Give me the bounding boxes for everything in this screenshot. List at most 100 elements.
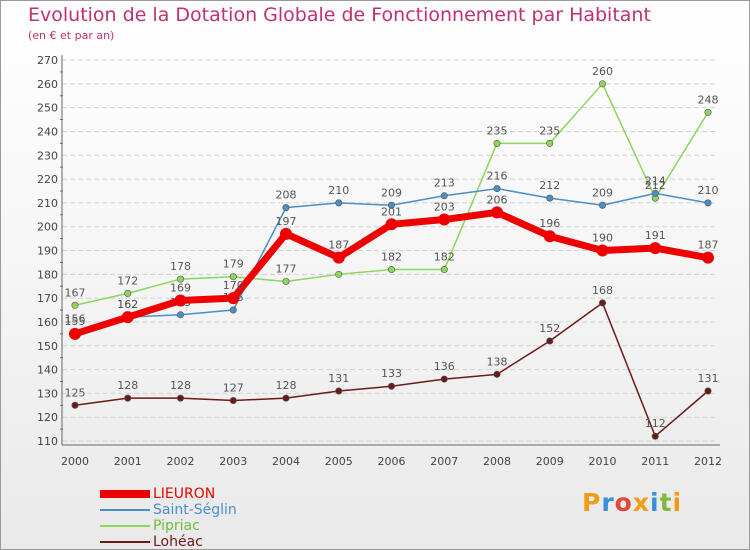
data-label: 201	[381, 205, 402, 218]
y-tick-label: 200	[37, 221, 58, 234]
data-point	[704, 387, 712, 395]
data-label: 162	[117, 298, 138, 311]
legend-item-pipriac: Pipriac	[100, 518, 320, 534]
legend-label-pipriac: Pipriac	[153, 518, 200, 534]
data-point	[387, 266, 395, 274]
y-tick-label: 190	[37, 245, 58, 258]
data-label: 131	[698, 372, 719, 385]
y-tick-label: 140	[37, 364, 58, 377]
data-point	[174, 294, 187, 307]
data-label: 203	[434, 201, 455, 214]
data-point	[229, 273, 237, 281]
data-point	[177, 275, 185, 283]
data-label: 235	[539, 124, 560, 137]
data-point	[493, 185, 501, 193]
data-label: 172	[117, 274, 138, 287]
x-tick-label: 2002	[167, 455, 195, 468]
x-tick-label: 2012	[694, 455, 722, 468]
y-tick-label: 180	[37, 268, 58, 281]
data-label: 190	[592, 232, 613, 245]
y-tick-label: 230	[37, 149, 58, 162]
legend-label-lieuron: LIEURON	[153, 486, 216, 502]
data-label: 197	[276, 215, 297, 228]
data-label: 167	[65, 286, 86, 299]
legend-swatch-loheac	[100, 541, 150, 543]
data-point	[121, 311, 134, 324]
data-label: 260	[592, 65, 613, 78]
y-tick-label: 110	[37, 435, 58, 448]
data-point	[491, 206, 503, 219]
legend-item-lieuron: LIEURON	[100, 486, 320, 502]
data-point	[440, 192, 448, 200]
data-label: 128	[117, 379, 138, 392]
legend-label-saint-seglin: Saint-Séglin	[153, 502, 237, 518]
data-point	[704, 108, 712, 116]
data-label: 208	[276, 189, 297, 202]
legend-item-loheac: Lohéac	[100, 534, 320, 550]
y-tick-label: 210	[37, 197, 58, 210]
data-point	[335, 270, 343, 278]
y-tick-label: 150	[37, 340, 58, 353]
data-label: 212	[645, 179, 666, 192]
data-point	[71, 301, 79, 309]
data-label: 177	[276, 262, 297, 275]
data-label: 125	[65, 386, 86, 399]
data-label: 128	[276, 379, 297, 392]
data-label: 182	[381, 251, 402, 264]
x-tick-label: 2001	[114, 455, 142, 468]
logo-letter: t	[659, 488, 673, 517]
data-label: 178	[170, 260, 191, 273]
x-tick-label: 2010	[589, 455, 617, 468]
data-label: 168	[592, 284, 613, 297]
data-label: 248	[698, 93, 719, 106]
data-label: 127	[223, 382, 244, 395]
legend-swatch-saint-seglin	[100, 509, 150, 511]
data-point	[546, 139, 554, 147]
data-label: 235	[487, 124, 508, 137]
x-tick-label: 2006	[378, 455, 406, 468]
data-point	[546, 194, 554, 202]
logo-letter: r	[601, 488, 615, 517]
data-point	[440, 266, 448, 274]
logo-letter: o	[614, 488, 633, 517]
x-tick-label: 2003	[219, 455, 247, 468]
data-point	[335, 387, 343, 395]
data-point	[440, 375, 448, 383]
logo-letter: x	[632, 488, 650, 517]
data-label: 112	[645, 417, 666, 430]
data-label: 206	[487, 193, 508, 206]
y-tick-label: 160	[37, 316, 58, 329]
data-label: 187	[328, 239, 349, 252]
chart-legend: LIEURON Saint-Séglin Pipriac Lohéac	[100, 486, 320, 550]
x-tick-label: 2011	[641, 455, 669, 468]
data-point	[438, 213, 451, 226]
data-label: 169	[170, 282, 191, 295]
logo-letter: i	[672, 488, 683, 517]
data-point	[598, 80, 606, 88]
data-point	[543, 230, 556, 243]
data-point	[596, 244, 609, 257]
data-label: 182	[434, 251, 455, 264]
data-point	[493, 370, 501, 378]
data-point	[229, 306, 237, 314]
data-point	[124, 289, 132, 297]
x-tick-label: 2009	[536, 455, 564, 468]
y-tick-label: 170	[37, 292, 58, 305]
data-label: 170	[223, 279, 244, 292]
data-label: 179	[223, 258, 244, 271]
data-label: 152	[539, 322, 560, 335]
data-point	[702, 251, 714, 264]
data-point	[282, 204, 290, 212]
data-point	[651, 189, 659, 197]
data-label: 155	[65, 315, 86, 328]
legend-item-saint-seglin: Saint-Séglin	[100, 502, 320, 518]
data-point	[651, 432, 659, 440]
y-tick-label: 220	[37, 173, 58, 186]
x-tick-label: 2004	[272, 455, 300, 468]
y-tick-label: 260	[37, 78, 58, 91]
data-point	[177, 394, 185, 402]
logo-letter: i	[650, 488, 660, 517]
chart-subtitle: (en € et par an)	[28, 29, 115, 42]
data-point	[385, 218, 398, 231]
data-point	[493, 139, 501, 147]
